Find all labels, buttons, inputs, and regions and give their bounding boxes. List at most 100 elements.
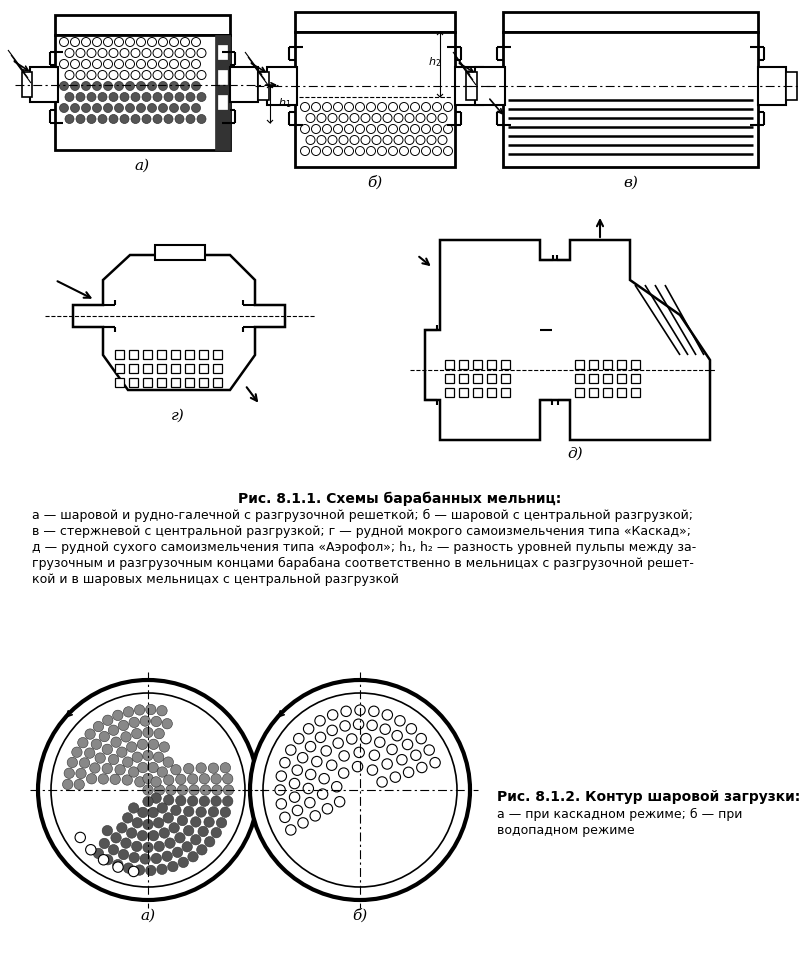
Circle shape (146, 704, 156, 714)
Circle shape (76, 71, 85, 80)
Circle shape (170, 104, 178, 112)
Bar (55, 35, 230, 150)
Circle shape (154, 752, 164, 762)
Circle shape (153, 92, 162, 102)
Circle shape (86, 774, 97, 784)
Circle shape (120, 49, 129, 58)
Bar (603, 388, 612, 397)
Circle shape (399, 147, 409, 155)
Circle shape (108, 845, 118, 855)
Circle shape (117, 747, 127, 758)
Text: кой и в шаровых мельницах с центральной разгрузкой: кой и в шаровых мельницах с центральной … (32, 573, 399, 586)
Circle shape (122, 757, 133, 767)
Bar (487, 388, 496, 397)
Bar (185, 350, 194, 359)
Circle shape (99, 838, 110, 849)
Circle shape (170, 805, 181, 815)
Circle shape (70, 37, 79, 46)
Circle shape (120, 114, 129, 124)
Circle shape (170, 37, 178, 46)
Circle shape (383, 135, 392, 145)
Circle shape (361, 113, 370, 123)
Circle shape (403, 767, 414, 778)
Circle shape (405, 113, 414, 123)
Circle shape (382, 759, 392, 769)
Circle shape (120, 92, 129, 102)
Bar (218, 45, 227, 59)
Circle shape (322, 125, 331, 133)
Bar (603, 360, 612, 369)
Circle shape (416, 135, 425, 145)
Circle shape (199, 774, 210, 784)
Circle shape (208, 807, 218, 817)
Circle shape (174, 832, 185, 843)
Circle shape (346, 734, 357, 744)
Circle shape (311, 103, 321, 111)
Circle shape (433, 147, 442, 155)
Circle shape (290, 792, 300, 803)
Circle shape (93, 37, 102, 46)
Circle shape (422, 125, 430, 133)
Bar (455, 67, 483, 105)
Circle shape (433, 125, 442, 133)
Bar (575, 374, 584, 383)
Circle shape (126, 828, 137, 838)
Circle shape (85, 748, 95, 759)
Circle shape (129, 853, 139, 863)
Circle shape (164, 71, 173, 80)
Circle shape (292, 806, 302, 816)
Circle shape (181, 37, 190, 46)
Circle shape (355, 147, 365, 155)
Circle shape (212, 784, 222, 795)
Circle shape (113, 711, 123, 720)
Circle shape (378, 103, 386, 111)
Circle shape (306, 769, 316, 780)
Circle shape (392, 731, 402, 741)
Circle shape (369, 706, 379, 716)
Circle shape (98, 92, 107, 102)
Circle shape (286, 825, 296, 835)
Circle shape (114, 104, 123, 112)
Circle shape (298, 818, 308, 829)
Bar (473, 360, 482, 369)
Circle shape (59, 82, 69, 90)
Circle shape (87, 71, 96, 80)
Circle shape (176, 774, 186, 784)
Circle shape (280, 758, 290, 768)
Circle shape (142, 92, 151, 102)
Circle shape (137, 82, 146, 90)
Bar (487, 374, 496, 383)
Bar (501, 388, 510, 397)
Circle shape (175, 71, 184, 80)
Circle shape (94, 848, 104, 858)
Circle shape (86, 845, 96, 855)
Bar (55, 15, 230, 35)
Circle shape (142, 114, 151, 124)
Circle shape (422, 103, 430, 111)
Circle shape (143, 784, 154, 795)
Circle shape (383, 113, 392, 123)
Circle shape (191, 104, 201, 112)
Circle shape (438, 135, 447, 145)
Circle shape (339, 751, 350, 761)
Circle shape (76, 49, 85, 58)
Circle shape (131, 49, 140, 58)
Circle shape (394, 715, 405, 726)
Circle shape (115, 764, 126, 775)
Circle shape (327, 725, 338, 736)
Circle shape (109, 92, 118, 102)
Circle shape (154, 841, 165, 852)
Circle shape (154, 818, 164, 828)
Circle shape (59, 37, 69, 46)
Circle shape (121, 732, 131, 742)
Circle shape (389, 147, 398, 155)
Circle shape (103, 104, 113, 112)
Circle shape (301, 103, 310, 111)
Circle shape (220, 807, 230, 817)
Circle shape (443, 125, 453, 133)
Bar (267, 67, 297, 105)
Circle shape (322, 804, 333, 814)
Circle shape (98, 71, 107, 80)
Bar (501, 374, 510, 383)
Circle shape (153, 71, 162, 80)
